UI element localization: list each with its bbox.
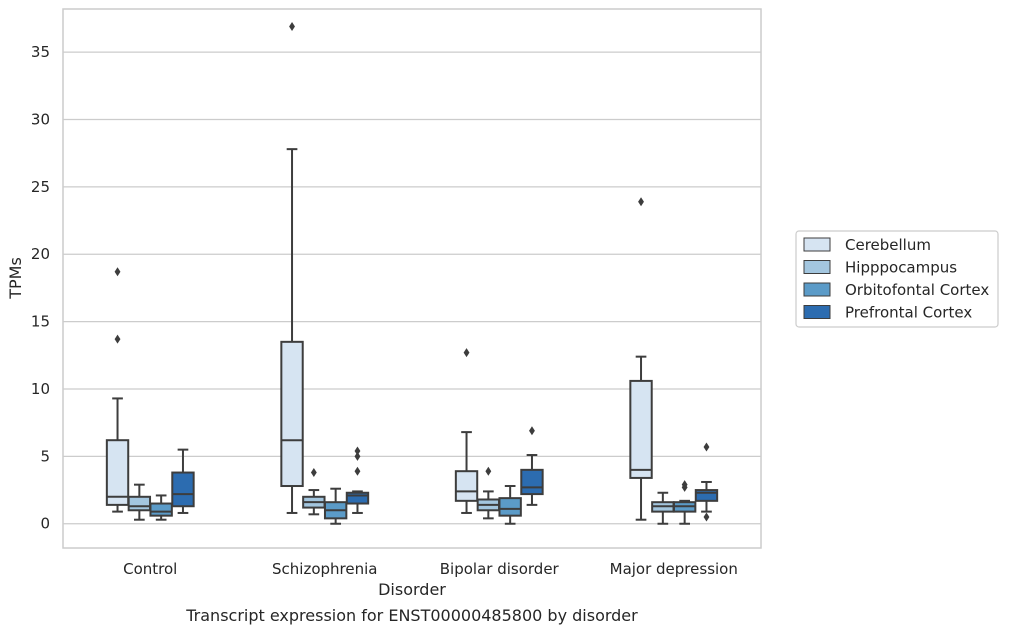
legend-label: Orbitofontal Cortex — [845, 281, 989, 299]
outlier-point — [703, 512, 710, 522]
y-tick-label: 35 — [31, 43, 50, 61]
outlier-point — [463, 348, 470, 358]
box — [280, 22, 304, 514]
legend-label: Hipppocampus — [845, 259, 957, 277]
box — [694, 442, 719, 522]
y-tick-label: 15 — [31, 313, 50, 331]
box — [498, 485, 522, 525]
box — [476, 466, 501, 520]
box — [171, 448, 195, 514]
outlier-point — [354, 466, 361, 476]
box-body — [454, 470, 479, 502]
y-tick-label: 20 — [31, 245, 50, 263]
x-tick-label: Control — [123, 560, 177, 578]
outlier-point — [485, 466, 492, 476]
box-body — [149, 502, 173, 517]
legend-frame — [795, 230, 999, 328]
box — [629, 197, 653, 521]
outlier-point — [310, 468, 317, 478]
box — [127, 483, 152, 521]
y-tick-label: 30 — [31, 110, 50, 128]
legend-swatch — [803, 282, 831, 297]
box-body — [498, 497, 522, 517]
y-tick-label: 0 — [40, 515, 50, 533]
outlier-point — [681, 480, 688, 490]
x-axis-ticks: Control Schizophrenia Bipolar disorder Majo… — [123, 560, 738, 578]
x-axis-label: Disorder — [378, 580, 446, 599]
grid-lines — [63, 51, 761, 525]
x-tick-label: Bipolar disorder — [440, 560, 560, 578]
figure-caption: Transcript expression for ENST0000048580… — [186, 606, 638, 625]
outlier-point — [289, 22, 295, 32]
box-body — [127, 495, 152, 512]
y-tick-label: 10 — [31, 380, 50, 398]
legend-swatch — [803, 305, 831, 319]
outlier-point — [638, 197, 644, 207]
box-body — [105, 439, 130, 506]
y-axis-ticks: 0 5 10 15 20 25 30 35 — [31, 43, 50, 533]
box — [651, 491, 675, 525]
legend-label: Prefrontal Cortex — [845, 304, 972, 322]
legend-swatch — [803, 260, 831, 274]
outlier-point — [354, 446, 361, 456]
box — [149, 494, 173, 521]
legend-swatch — [803, 237, 831, 252]
box-body — [694, 489, 719, 502]
box — [105, 267, 130, 513]
box — [520, 426, 544, 506]
box — [323, 487, 348, 525]
outlier-point — [529, 426, 535, 436]
x-tick-label: Major depression — [610, 560, 738, 578]
legend-label: Cerebellum — [845, 236, 931, 254]
y-axis-label: TPMs — [6, 257, 25, 300]
box — [454, 348, 479, 514]
box-body — [171, 471, 195, 508]
box-body — [520, 468, 544, 496]
box-body — [345, 491, 370, 505]
box-body — [280, 340, 304, 488]
outlier-point — [354, 451, 361, 461]
outlier-point — [114, 267, 121, 277]
box-body — [629, 379, 653, 479]
x-tick-label: Schizophrenia — [272, 560, 377, 578]
legend: Cerebellum Hipppocampus Orbitofontal Corte… — [795, 230, 999, 328]
box — [345, 446, 370, 514]
plot-frame — [62, 8, 762, 549]
box — [302, 468, 326, 516]
outlier-point — [703, 442, 710, 452]
box — [672, 480, 697, 525]
y-tick-label: 25 — [31, 178, 50, 196]
box-series — [105, 22, 719, 525]
outlier-point — [114, 334, 121, 344]
y-tick-label: 5 — [40, 447, 50, 465]
